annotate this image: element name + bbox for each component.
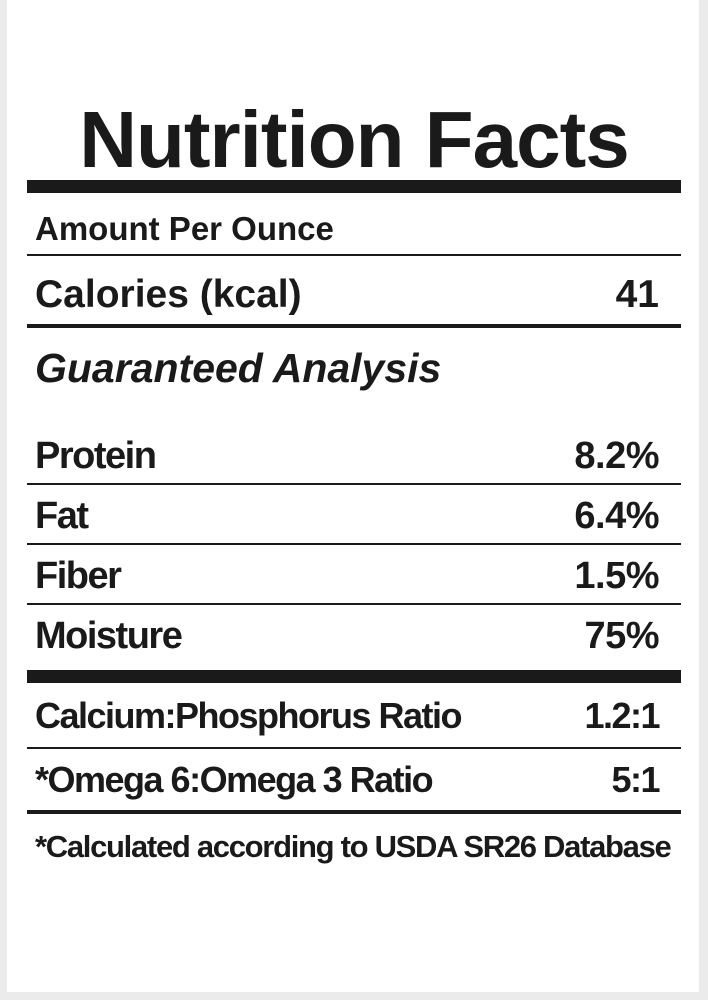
calories-row: Calories (kcal) 41: [35, 268, 659, 322]
nutrient-row-moisture: Moisture 75%: [35, 608, 659, 664]
nutrient-value: 6.4%: [574, 494, 659, 537]
ratio-value: 5:1: [611, 759, 660, 800]
divider: [27, 810, 681, 814]
divider: [27, 603, 681, 605]
nutrition-facts-label: Nutrition Facts Amount Per Ounce Calorie…: [27, 0, 681, 992]
nutrient-label: Fat: [35, 494, 89, 537]
section-divider: [27, 670, 681, 683]
calories-value: 41: [615, 273, 659, 316]
nutrient-label: Moisture: [35, 614, 183, 657]
nutrient-row-protein: Protein 8.2%: [35, 428, 659, 484]
label-background: Nutrition Facts Amount Per Ounce Calorie…: [7, 0, 699, 992]
nutrient-value: 75%: [584, 614, 659, 657]
ratio-row-calcium-phosphorus: Calcium:Phosphorus Ratio 1.2:1: [35, 688, 660, 744]
nutrient-label: Protein: [35, 434, 157, 477]
divider: [27, 483, 681, 485]
title-divider: [27, 180, 681, 193]
ratio-value: 1.2:1: [584, 695, 660, 736]
nutrient-label: Fiber: [35, 554, 122, 597]
divider: [27, 747, 681, 749]
calories-label: Calories (kcal): [35, 273, 302, 316]
divider: [27, 543, 681, 545]
divider: [27, 254, 681, 256]
ratio-row-omega: *Omega 6:Omega 3 Ratio 5:1: [35, 752, 660, 808]
label-title: Nutrition Facts: [79, 95, 629, 184]
amount-per-row: Amount Per Ounce: [35, 206, 659, 252]
section-heading: Guaranteed Analysis: [35, 345, 442, 391]
nutrient-row-fat: Fat 6.4%: [35, 488, 659, 544]
divider: [27, 324, 681, 328]
ratio-label: Calcium:Phosphorus Ratio: [35, 695, 463, 736]
amount-per-label: Amount Per Ounce: [35, 210, 334, 247]
nutrient-value: 8.2%: [574, 434, 659, 477]
ratio-label: *Omega 6:Omega 3 Ratio: [35, 759, 434, 800]
footnote: *Calculated according to USDA SR26 Datab…: [35, 829, 672, 864]
nutrient-value: 1.5%: [574, 554, 659, 597]
nutrient-row-fiber: Fiber 1.5%: [35, 548, 659, 604]
